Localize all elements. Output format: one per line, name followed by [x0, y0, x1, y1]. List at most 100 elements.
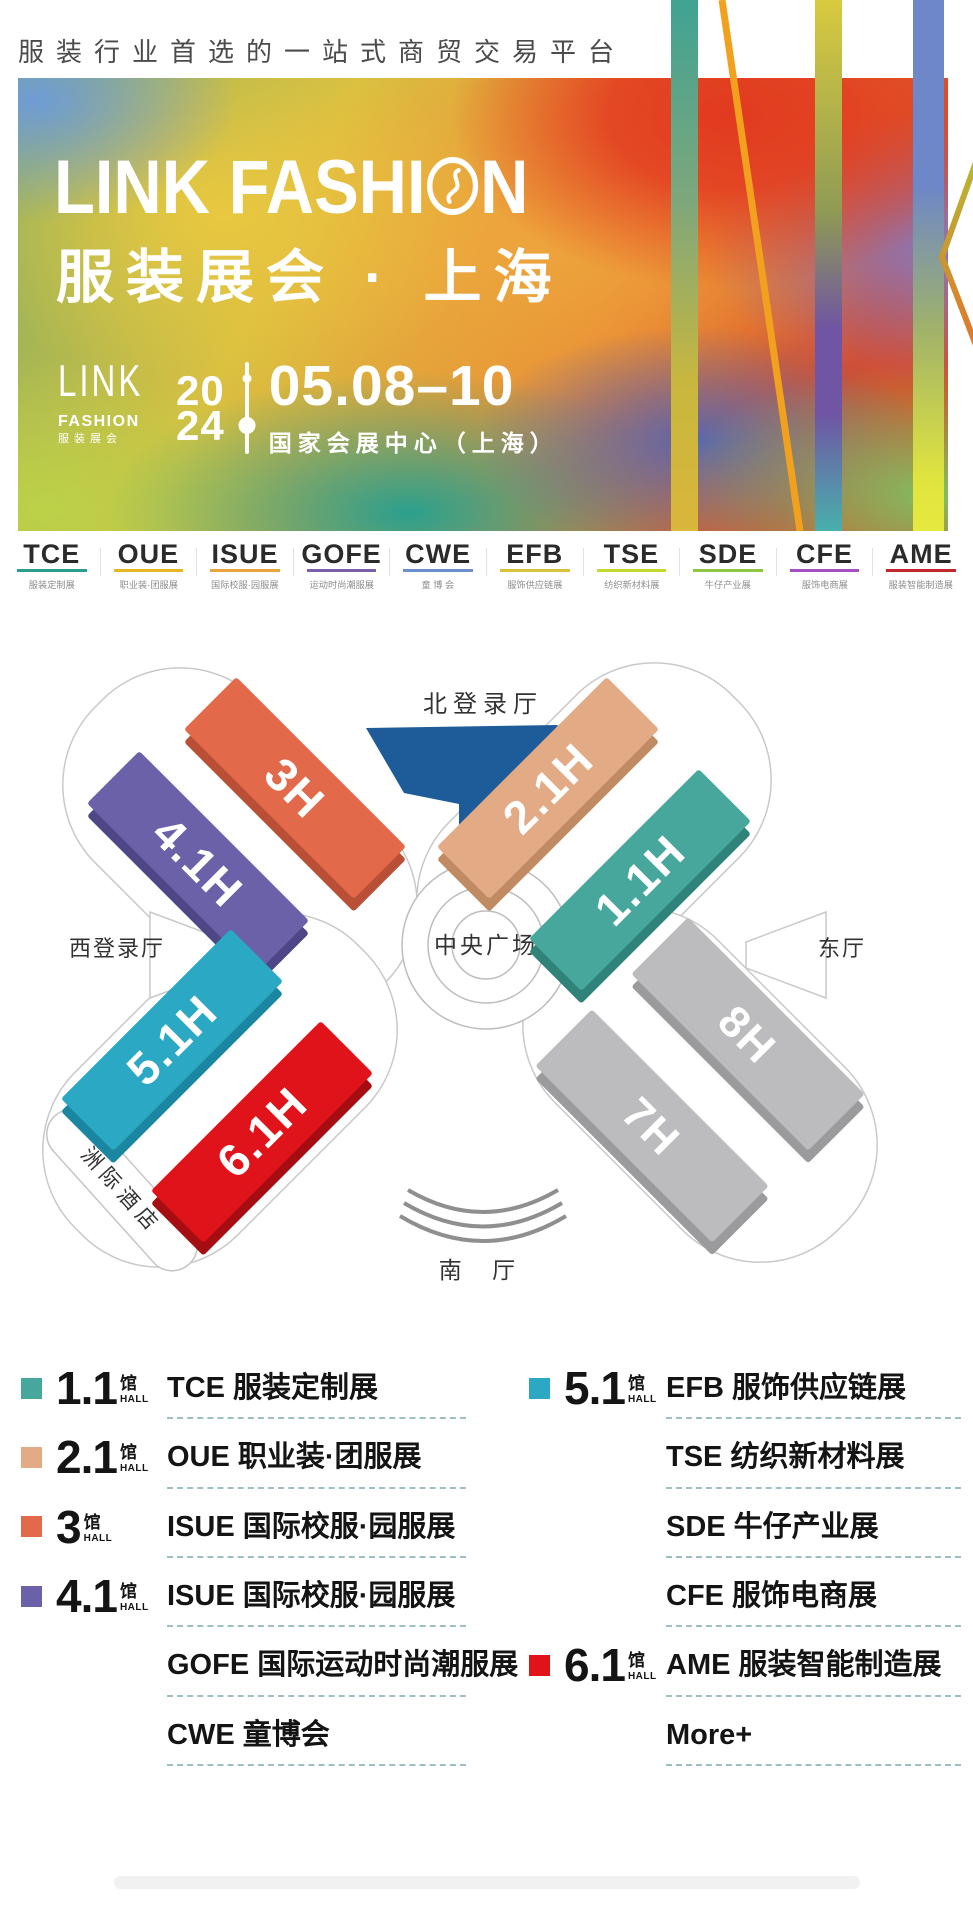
hall-unit-en: HALL [119, 1463, 149, 1475]
exhibition-underline [210, 569, 280, 573]
legend-row-6-1: 6.1 馆 HALL AME 服装智能制造展 [529, 1642, 961, 1697]
hall-unit: 馆 HALL [120, 1444, 149, 1474]
exhibition-abbr: OUE [117, 539, 180, 569]
decor-stripe-blue [913, 0, 944, 531]
hall-number: 6.1 [564, 1639, 626, 1692]
south-bridge-arcs [398, 1188, 568, 1243]
banner: LINK FASHI N 服装展会 · 上海 LINK FASHION 服装展会 … [18, 78, 948, 531]
exhibition-tce: TCE 服装定制展 [4, 540, 100, 592]
hall-number: 5.1 [564, 1362, 626, 1414]
legend-label: CWE 童博会 [167, 1719, 466, 1767]
hall-7h: 7H [536, 1010, 768, 1255]
central-plaza-label: 中央广场 [434, 932, 538, 958]
central-plaza: 中央广场 [401, 860, 571, 1030]
north-entrance-label: 北登录厅 [423, 691, 543, 718]
exhibitions-strip: TCE 服装定制展 OUE 职业装·团服展 ISUE 国际校服·园服展 GOFE… [4, 540, 969, 592]
exhibition-abbr: SDE [698, 539, 758, 569]
exhibition-underline [306, 569, 377, 573]
banner-year-top: 20 [176, 366, 225, 414]
hall-badge: 6.1 馆 HALL [529, 1642, 657, 1688]
hall-unit-en: HALL [627, 1671, 657, 1683]
tagline: 服装行业首选的一站式商贸交易平台 [18, 37, 627, 67]
bottom-divider-bar [114, 1876, 860, 1889]
decor-diagonal-lines [718, 0, 973, 531]
legend-row-2-1: 2.1 馆 HALL OUE 职业装·团服展 [21, 1434, 466, 1489]
hall-number: 2.1 [56, 1431, 118, 1484]
legend-label: TSE 纺织新材料展 [666, 1441, 961, 1489]
east-entrance-label: 东厅 [818, 936, 866, 961]
exhibition-oue: OUE 职业装·团服展 [101, 540, 197, 592]
hall-swatch [529, 1377, 550, 1399]
banner-title-en: LINK FASHI N [54, 144, 528, 231]
banner-venue: 国家会展中心（上海） [268, 430, 559, 456]
banner-year: 20 24 [176, 366, 225, 449]
hall-badge: 2.1 馆 HALL [21, 1434, 149, 1480]
exhibition-abbr: CWE [405, 539, 472, 569]
legend-row-tse: TSE 纺织新材料展 [529, 1441, 961, 1489]
banner-title-en-post: N [480, 145, 529, 230]
exhibition-abbr: TSE [603, 539, 660, 569]
strip-divider [582, 548, 584, 576]
exhibition-cwe: CWE 童 博 会 [390, 540, 486, 592]
banner-year-bottom: 24 [176, 402, 225, 449]
hall-badge: 1.1 馆 HALL [21, 1365, 149, 1411]
hall-2-1h: 2.1H [438, 678, 658, 911]
legend-label: TCE 服装定制展 [167, 1372, 466, 1420]
hall-unit-en: HALL [83, 1532, 113, 1544]
hall-unit: 馆 HALL [628, 1652, 657, 1682]
exhibition-subtitle: 服装定制展 [28, 581, 75, 592]
exhibition-isue: ISUE 国际校服·园服展 [197, 540, 293, 592]
venue-floor-map: 洲际酒店 中央广场 3H [42, 662, 878, 1283]
banner-dates: 05.08–10 [268, 354, 515, 418]
decor-stripe-yellow-purple [815, 0, 842, 531]
legend-row-5-1: 5.1 馆 HALL EFB 服饰供应链展 [529, 1365, 961, 1420]
exhibition-underline [499, 569, 570, 573]
exhibition-subtitle: 职业装·团服展 [119, 581, 178, 592]
hall-unit-en: HALL [627, 1394, 657, 1405]
hall-unit-cn: 馆 [119, 1443, 137, 1463]
strip-divider [389, 548, 391, 576]
hall-swatch [21, 1377, 42, 1399]
exhibition-underline [886, 569, 956, 573]
exhibition-ame: AME 服装智能制造展 [873, 540, 969, 592]
hall-unit-cn: 馆 [627, 1651, 645, 1671]
hall-swatch [21, 1446, 42, 1468]
strip-divider [679, 548, 681, 576]
legend-label: ISUE 国际校服·园服展 [167, 1580, 466, 1628]
hall-swatch [21, 1516, 42, 1538]
strip-divider [292, 548, 294, 576]
exhibition-abbr: EFB [506, 539, 564, 569]
exhibition-abbr: AME [889, 539, 953, 569]
exhibition-abbr: ISUE [211, 539, 279, 569]
legend-label: GOFE 国际运动时尚潮服展 [167, 1649, 518, 1697]
exhibition-gofe: GOFE 运动时尚潮服展 [294, 540, 390, 592]
legend-right-column: 5.1 馆 HALL EFB 服饰供应链展 TSE 纺织新材料展 SDE 牛仔产… [529, 1365, 961, 1788]
banner-title-en-pre: LINK FASHI [54, 145, 426, 230]
exhibition-underline [693, 569, 763, 573]
exhibition-subtitle: 服饰供应链展 [507, 581, 563, 592]
exhibition-subtitle: 童 博 会 [421, 581, 455, 592]
exhibition-underline [113, 569, 184, 573]
banner-date-row: LINK FASHION 服装展会 20 24 05.08–10 国家会展中心（… [58, 354, 559, 458]
exhibition-underline [16, 569, 87, 573]
exhibition-efb: EFB 服饰供应链展 [487, 540, 583, 592]
banner-title-cn: 服装展会 · 上海 [56, 245, 564, 310]
hall-unit: 馆 HALL [120, 1583, 149, 1613]
south-entrance-label: 南 厅 [439, 1257, 527, 1283]
legend-label: More+ [666, 1719, 961, 1767]
hall-unit-cn: 馆 [83, 1512, 101, 1532]
exhibition-subtitle: 纺织新材料展 [603, 581, 659, 592]
strip-divider [872, 548, 874, 576]
hall-unit: 馆 HALL [84, 1514, 113, 1544]
hall-swatch [21, 1585, 42, 1607]
strip-divider [775, 548, 777, 576]
legend-label: AME 服装智能制造展 [666, 1649, 961, 1697]
hall-swatch [529, 1654, 550, 1676]
exhibition-underline [403, 569, 473, 573]
hall-5-1h: 5.1H [62, 930, 282, 1163]
exhibition-underline [596, 569, 667, 573]
date-divider [244, 362, 249, 454]
hall-badge: 3 馆 HALL [21, 1504, 112, 1550]
mini-logo-fashion: FASHION [58, 412, 140, 430]
